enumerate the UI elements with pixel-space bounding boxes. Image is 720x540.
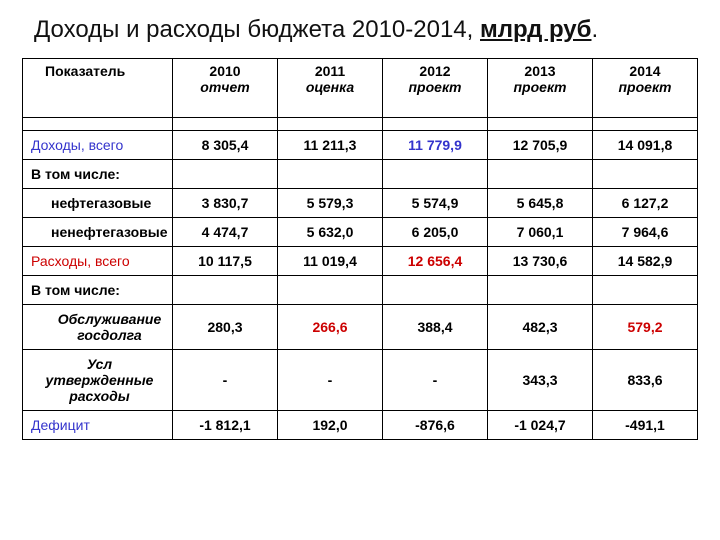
- col-indicator: Показатель: [23, 59, 173, 118]
- slide: Доходы и расходы бюджета 2010-2014, млрд…: [0, 0, 720, 452]
- page-title: Доходы и расходы бюджета 2010-2014, млрд…: [34, 16, 698, 44]
- row-label: Расходы, всего: [23, 247, 173, 276]
- table-row: нефтегазовые 3 830,7 5 579,3 5 574,9 5 6…: [23, 189, 698, 218]
- title-prefix: Доходы и расходы бюджета 2010-2014,: [34, 16, 480, 43]
- title-suffix: .: [591, 16, 598, 43]
- row-label: Дефицит: [23, 411, 173, 440]
- table-row: Доходы, всего 8 305,4 11 211,3 11 779,9 …: [23, 131, 698, 160]
- spacer-row: [23, 118, 698, 131]
- col-2012: 2012проект: [383, 59, 488, 118]
- col-2014: 2014проект: [593, 59, 698, 118]
- table-header-row: Показатель 2010отчет 2011оценка 2012прое…: [23, 59, 698, 118]
- row-label: В том числе:: [23, 276, 173, 305]
- row-label: В том числе:: [23, 160, 173, 189]
- table-row: Расходы, всего 10 117,5 11 019,4 12 656,…: [23, 247, 698, 276]
- table-row: Обслуживание госдолга 280,3 266,6 388,4 …: [23, 305, 698, 350]
- table-row: В том числе:: [23, 276, 698, 305]
- col-2011: 2011оценка: [278, 59, 383, 118]
- table-row: Дефицит -1 812,1 192,0 -876,6 -1 024,7 -…: [23, 411, 698, 440]
- col-2010: 2010отчет: [173, 59, 278, 118]
- table-row: ненефтегазовые 4 474,7 5 632,0 6 205,0 7…: [23, 218, 698, 247]
- col-2013: 2013проект: [488, 59, 593, 118]
- title-underline: млрд руб: [480, 16, 591, 43]
- row-label: Усл утвержденные расходы: [23, 350, 173, 411]
- table-row: В том числе:: [23, 160, 698, 189]
- row-label: Доходы, всего: [23, 131, 173, 160]
- row-label: Обслуживание госдолга: [23, 305, 173, 350]
- row-label: нефтегазовые: [23, 189, 173, 218]
- budget-table: Показатель 2010отчет 2011оценка 2012прое…: [22, 58, 698, 440]
- row-label: ненефтегазовые: [23, 218, 173, 247]
- table-row: Усл утвержденные расходы - - - 343,3 833…: [23, 350, 698, 411]
